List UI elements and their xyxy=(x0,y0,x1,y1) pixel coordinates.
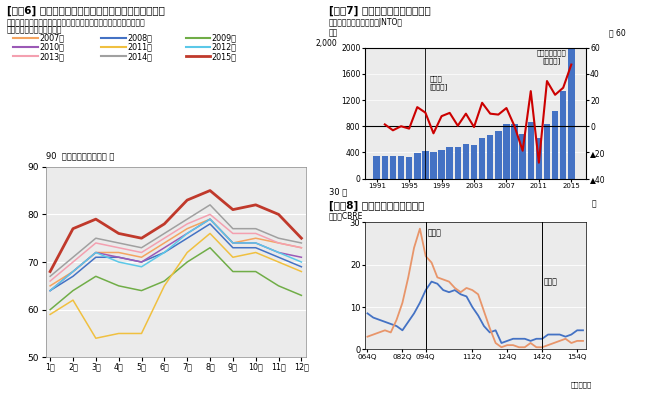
Text: 出所：CBRE: 出所：CBRE xyxy=(329,211,363,220)
Text: 出所：日本政府観光局（JNTO）: 出所：日本政府観光局（JNTO） xyxy=(329,18,403,27)
Text: 出所：オータパブリケイションズ「週刊ホテルレストラン」を基に: 出所：オータパブリケイションズ「週刊ホテルレストラン」を基に xyxy=(7,18,145,27)
Text: 30 ％: 30 ％ xyxy=(329,187,347,197)
Text: 首都圏: 首都圏 xyxy=(544,278,558,286)
Bar xyxy=(519,134,526,179)
Bar xyxy=(406,157,412,179)
Bar xyxy=(430,152,437,179)
Text: [図表7] 訪日外国人客数（年間）: [図表7] 訪日外国人客数（年間） xyxy=(329,6,430,16)
Text: 2015年: 2015年 xyxy=(212,52,236,61)
Text: 90  全国平均客室稼働率 ％: 90 全国平均客室稼働率 ％ xyxy=(46,152,114,161)
Bar xyxy=(479,139,486,179)
Bar xyxy=(544,124,550,179)
Text: 近畿圏: 近畿圏 xyxy=(428,229,441,238)
Text: 2010年: 2010年 xyxy=(39,42,64,51)
Text: 2007年: 2007年 xyxy=(39,33,64,42)
Bar xyxy=(390,156,396,179)
Text: 年・四半期: 年・四半期 xyxy=(570,381,592,388)
Text: 2011年: 2011年 xyxy=(127,42,152,51)
Bar xyxy=(495,131,501,179)
Text: 万人: 万人 xyxy=(329,29,338,38)
Text: 2014年: 2014年 xyxy=(127,52,152,61)
Text: 前年比
[右目盛]: 前年比 [右目盛] xyxy=(430,75,448,90)
Bar xyxy=(552,111,559,179)
Bar xyxy=(568,49,575,179)
Text: [図表8] 大型物流施設の空室率: [図表8] 大型物流施設の空室率 xyxy=(329,200,424,211)
Bar xyxy=(374,156,380,179)
Bar xyxy=(463,145,469,179)
Text: 2,000: 2,000 xyxy=(316,39,338,48)
Bar xyxy=(487,135,493,179)
Text: 2013年: 2013年 xyxy=(39,52,64,61)
Bar xyxy=(527,122,534,179)
Bar xyxy=(422,151,428,179)
Bar xyxy=(414,154,421,179)
Text: [図表6] ホテル客室稼働率の暦年月次ベース（全国）: [図表6] ホテル客室稼働率の暦年月次ベース（全国） xyxy=(7,6,165,16)
Text: 訪日外国人客数
[左目盛]: 訪日外国人客数 [左目盛] xyxy=(536,50,566,64)
Bar xyxy=(471,145,477,179)
Bar xyxy=(536,138,542,179)
Bar xyxy=(381,156,388,179)
Text: 2009年: 2009年 xyxy=(212,33,236,42)
Bar xyxy=(438,150,445,179)
Bar xyxy=(398,156,404,179)
Text: 2008年: 2008年 xyxy=(127,33,152,42)
Bar xyxy=(560,91,566,179)
Bar xyxy=(511,124,518,179)
Bar xyxy=(447,147,453,179)
Text: ％ 60: ％ 60 xyxy=(609,29,626,38)
Text: 年: 年 xyxy=(592,199,596,208)
Text: 2012年: 2012年 xyxy=(212,42,236,51)
Bar xyxy=(503,124,510,179)
Text: ニッセイ基礎研究所が作成: ニッセイ基礎研究所が作成 xyxy=(7,26,62,35)
Bar xyxy=(454,147,461,179)
